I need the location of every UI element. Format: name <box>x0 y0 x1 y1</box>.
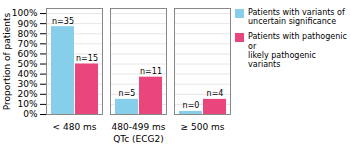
svg-text:n=5: n=5 <box>119 89 136 98</box>
svg-text:n=4: n=4 <box>207 89 224 98</box>
svg-text:40%: 40% <box>17 69 37 79</box>
svg-text:80%: 80% <box>17 29 37 39</box>
svg-text:30%: 30% <box>17 79 37 89</box>
svg-text:70%: 70% <box>17 39 37 49</box>
svg-text:< 480 ms: < 480 ms <box>53 122 97 132</box>
svg-text:n=15: n=15 <box>76 54 98 63</box>
html-text:Patients with pathogenic or li: Patients with pathogenic or likely patho… <box>248 32 347 69</box>
svg-text:90%: 90% <box>17 19 37 29</box>
svg-text:60%: 60% <box>17 49 37 59</box>
svg-text:10%: 10% <box>17 99 37 109</box>
svg-text:≥ 500 ms: ≥ 500 ms <box>181 122 225 132</box>
svg-text:100%: 100% <box>12 8 38 18</box>
html-text:Patients with variants of unce: Patients with variants of uncertain sign… <box>248 8 345 27</box>
svg-text:QTc (ECG2): QTc (ECG2) <box>113 134 164 144</box>
svg-text:Proportion of patients: Proportion of patients <box>2 12 12 110</box>
svg-text:480-499 ms: 480-499 ms <box>112 122 166 132</box>
svg-text:50%: 50% <box>17 59 37 69</box>
svg-text:0%: 0% <box>23 109 38 119</box>
svg-text:n=11: n=11 <box>140 67 162 76</box>
svg-text:n=0: n=0 <box>183 101 200 110</box>
svg-text:n=35: n=35 <box>52 17 74 26</box>
svg-text:20%: 20% <box>17 89 37 99</box>
